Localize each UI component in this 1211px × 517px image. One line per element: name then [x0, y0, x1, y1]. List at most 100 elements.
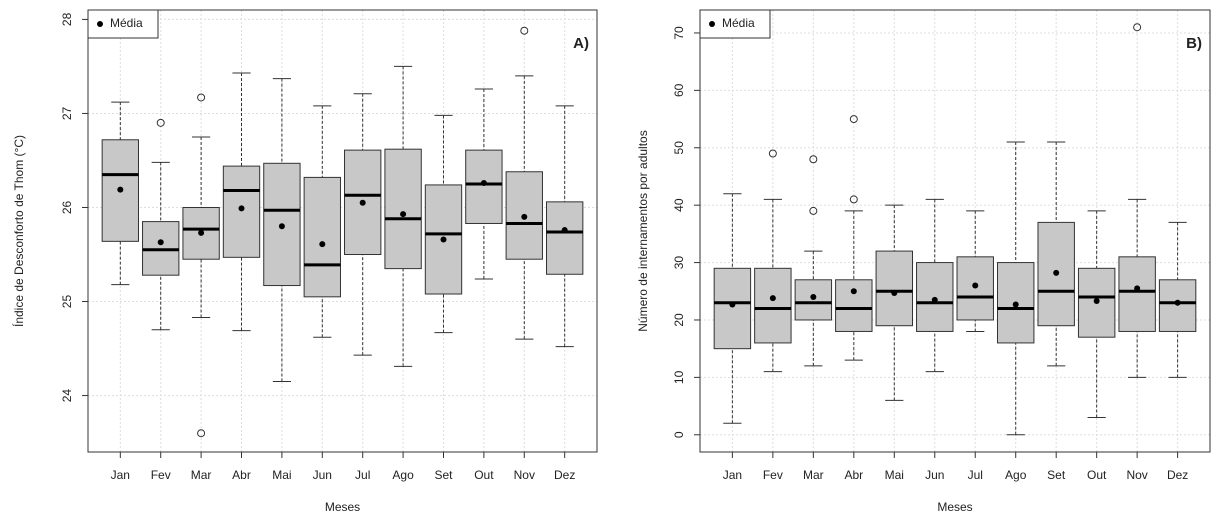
- x-tick-label: Ago: [1005, 468, 1027, 482]
- box: [956, 256, 994, 321]
- y-tick-label: 24: [60, 389, 74, 403]
- x-tick-label: Nov: [1126, 468, 1147, 482]
- y-tick-label: 40: [672, 198, 686, 212]
- x-tick-label: Abr: [844, 468, 863, 482]
- outlier: [1133, 23, 1142, 32]
- plot-frame: [699, 9, 1211, 453]
- y-tick-label: 50: [672, 141, 686, 155]
- x-tick-label: Jun: [925, 468, 944, 482]
- x-tick-label: Set: [434, 468, 453, 482]
- x-tick-label: Fev: [763, 468, 783, 482]
- mean: [561, 227, 568, 234]
- y-tick-label: 30: [672, 256, 686, 270]
- outlier: [768, 149, 777, 158]
- panel-label: A): [573, 35, 589, 52]
- mean: [440, 236, 447, 243]
- x-tick-label: Jul: [355, 468, 370, 482]
- legend-label: Média: [110, 16, 143, 30]
- mean: [319, 241, 326, 248]
- y-tick-label: 27: [60, 106, 74, 120]
- mean: [117, 186, 124, 193]
- y-tick-label: 20: [672, 313, 686, 327]
- box: [835, 279, 873, 332]
- y-tick-label: 25: [60, 295, 74, 309]
- mean: [972, 282, 979, 289]
- y-tick-label: 0: [672, 431, 686, 438]
- mean: [1053, 269, 1060, 276]
- x-tick-label: Mar: [803, 468, 824, 482]
- mean: [1012, 301, 1019, 308]
- y-axis-title: Número de internamentos por adultos: [636, 130, 650, 331]
- outlier: [156, 118, 165, 127]
- x-tick-label: Jan: [111, 468, 130, 482]
- x-tick-label: Dez: [554, 468, 575, 482]
- outlier: [849, 195, 858, 204]
- y-tick-label: 70: [672, 26, 686, 40]
- x-tick-label: Fev: [151, 468, 171, 482]
- legend-marker: [709, 21, 715, 27]
- box: [1118, 256, 1156, 332]
- panel-label: B): [1186, 35, 1202, 52]
- panel: 24 25 26 27 28 Jan Fev Mar Abr Mai Jun Jul Ago Set Out…: [11, 9, 598, 514]
- mean: [729, 301, 736, 308]
- y-tick-label: 28: [60, 12, 74, 26]
- mean: [931, 296, 938, 303]
- x-tick-label: Out: [474, 468, 494, 482]
- x-tick-label: Abr: [232, 468, 251, 482]
- mean: [850, 288, 857, 295]
- outlier: [197, 93, 206, 102]
- y-tick-label: 10: [672, 370, 686, 384]
- mean: [238, 205, 245, 212]
- box: [875, 250, 913, 327]
- y-tick-label: 26: [60, 200, 74, 214]
- mean: [1093, 298, 1100, 305]
- mean: [521, 213, 528, 220]
- box: [465, 149, 503, 224]
- mean: [769, 295, 776, 302]
- outlier: [809, 206, 818, 215]
- mean: [480, 180, 487, 187]
- outlier: [849, 115, 858, 124]
- mean: [891, 289, 898, 296]
- mean: [1134, 285, 1141, 292]
- x-tick-label: Jun: [313, 468, 332, 482]
- box: [546, 201, 584, 275]
- mean: [810, 294, 817, 301]
- mean: [1174, 299, 1181, 306]
- plot-frame: [87, 9, 598, 453]
- x-tick-label: Out: [1087, 468, 1107, 482]
- mean: [278, 223, 285, 230]
- mean: [198, 229, 205, 236]
- x-tick-label: Nov: [514, 468, 535, 482]
- x-tick-label: Jan: [723, 468, 742, 482]
- box: [1037, 221, 1075, 327]
- legend-marker: [97, 21, 103, 27]
- x-tick-label: Mar: [191, 468, 212, 482]
- box: [754, 267, 792, 344]
- box: [303, 176, 341, 298]
- x-tick-label: Ago: [392, 468, 414, 482]
- x-axis-title: Meses: [937, 500, 972, 514]
- box: [384, 148, 422, 270]
- box: [222, 165, 261, 258]
- panel: 0 10 20 30 40 50 60 70 Jan Fev Mar Abr Mai Jun Jul Ago S…: [636, 9, 1211, 514]
- x-tick-label: Jul: [968, 468, 983, 482]
- outlier: [809, 155, 818, 164]
- x-tick-label: Dez: [1167, 468, 1188, 482]
- x-tick-label: Mai: [272, 468, 291, 482]
- mean: [400, 211, 407, 218]
- x-tick-label: Set: [1047, 468, 1066, 482]
- legend-label: Média: [722, 16, 755, 30]
- mean: [157, 239, 164, 246]
- outlier: [520, 26, 529, 35]
- x-tick-label: Mai: [885, 468, 904, 482]
- outlier: [197, 429, 206, 438]
- mean: [359, 199, 366, 206]
- box: [713, 267, 752, 350]
- box: [1077, 267, 1116, 338]
- y-tick-label: 60: [672, 83, 686, 97]
- box: [916, 262, 954, 332]
- y-axis-title: Índice de Desconforto de Thom (°C): [11, 135, 26, 327]
- x-axis-title: Meses: [325, 500, 360, 514]
